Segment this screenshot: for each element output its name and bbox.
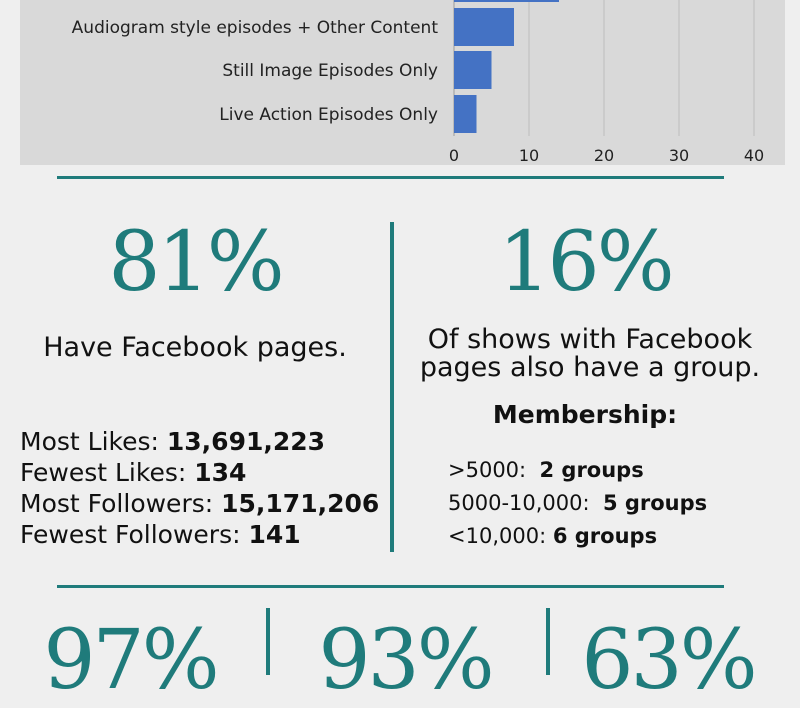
- x-tick-label: 0: [449, 146, 459, 165]
- stat-fewest-likes: Fewest Likes: 134: [20, 458, 247, 487]
- x-tick-label: 20: [594, 146, 614, 165]
- bar-chart: Audiogram style episodes + Other Content…: [72, 0, 764, 165]
- groups-caption: Of shows with Facebook pages also have a…: [419, 324, 761, 383]
- x-tick-label: 40: [744, 146, 764, 165]
- stat-fewest-followers: Fewest Followers: 141: [20, 520, 301, 549]
- x-tick-label: 30: [669, 146, 689, 165]
- facebook-percent: 81%: [108, 215, 284, 310]
- stat-most-likes: Most Likes: 13,691,223: [20, 427, 326, 456]
- bottom-percent-2: 93%: [318, 613, 494, 708]
- groups-percent: 16%: [498, 215, 674, 310]
- section-divider-top: [57, 176, 724, 179]
- membership-row: 5000-10,000: 5 groups: [448, 491, 708, 515]
- membership-row: <10,000: 6 groups: [448, 524, 658, 548]
- membership-list: >5000: 2 groups 5000-10,000: 5 groups <1…: [448, 454, 707, 553]
- column-divider: [390, 222, 394, 552]
- x-tick-label: 10: [519, 146, 539, 165]
- membership-row: >5000: 2 groups: [448, 458, 644, 482]
- category-label: Live Action Episodes Only: [219, 105, 438, 125]
- bar: [454, 95, 477, 133]
- section-divider-bottom: [57, 585, 724, 588]
- bar-partial: [454, 0, 559, 2]
- stat-most-followers: Most Followers: 15,171,206: [20, 489, 380, 518]
- bottom-percent-3: 63%: [581, 613, 757, 708]
- bar-chart-panel: Audiogram style episodes + Other Content…: [20, 0, 785, 165]
- facebook-caption: Have Facebook pages.: [43, 332, 347, 363]
- category-label: Still Image Episodes Only: [222, 61, 438, 81]
- bottom-divider-right: [546, 608, 550, 675]
- bottom-percent-1: 97%: [43, 613, 219, 708]
- membership-title: Membership:: [492, 400, 678, 429]
- bottom-divider-left: [266, 608, 270, 675]
- bar: [454, 8, 514, 46]
- bar: [454, 51, 492, 89]
- facebook-stats: Most Likes: 13,691,223 Fewest Likes: 134…: [20, 426, 379, 550]
- category-label: Audiogram style episodes + Other Content: [72, 18, 439, 38]
